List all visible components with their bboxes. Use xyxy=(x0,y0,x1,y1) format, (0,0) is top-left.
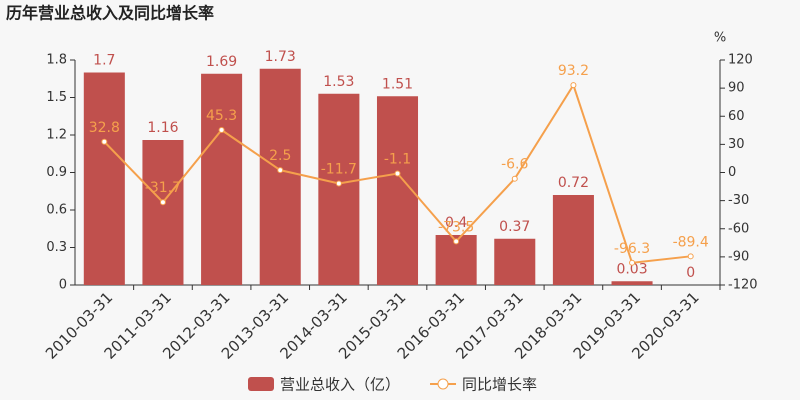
bar-value-label: 0.4 xyxy=(445,215,467,231)
line-value-label: -96.3 xyxy=(614,241,650,257)
y2-axis-label: % xyxy=(714,31,726,46)
bar-value-label: 1.73 xyxy=(265,49,296,65)
y2-tick-label: 90 xyxy=(728,81,745,96)
bar-value-label: 0.72 xyxy=(558,175,589,191)
line-point xyxy=(218,127,225,134)
bar xyxy=(83,72,125,285)
line-point xyxy=(159,199,166,206)
line-point xyxy=(335,180,342,187)
y2-tick-label: 30 xyxy=(728,137,745,152)
bar xyxy=(259,68,301,285)
bar xyxy=(611,281,653,285)
line-value-label: -1.1 xyxy=(384,152,411,168)
y-tick-label: 1.8 xyxy=(46,53,67,68)
line-value-label: -31.7 xyxy=(145,180,181,196)
y-tick-label: 0.6 xyxy=(46,203,67,218)
bar-value-label: 1.53 xyxy=(323,74,354,90)
line-value-label: -6.6 xyxy=(501,157,528,173)
bar-value-label: 1.51 xyxy=(382,76,413,92)
y-tick-label: 1.2 xyxy=(46,128,67,143)
line-point xyxy=(687,253,694,260)
y2-tick-label: 120 xyxy=(728,53,753,68)
line-value-label: 93.2 xyxy=(558,63,589,79)
bar xyxy=(318,93,360,285)
bar-value-label: 1.7 xyxy=(93,53,115,69)
bar-value-label: 1.16 xyxy=(147,120,178,136)
line-point xyxy=(629,259,636,266)
y2-tick-label: 0 xyxy=(728,165,736,180)
line-value-label: -89.4 xyxy=(673,234,709,250)
bar xyxy=(494,238,536,285)
bar-value-label: 0 xyxy=(686,265,695,281)
line-value-label: -73.5 xyxy=(438,219,474,235)
bar xyxy=(142,140,184,285)
line-point xyxy=(453,238,460,245)
y-tick-label: 1.5 xyxy=(46,90,67,105)
bar-value-label: 1.69 xyxy=(206,54,237,70)
legend-swatch-point xyxy=(437,378,449,390)
bar-value-label: 0.03 xyxy=(616,261,647,277)
bar xyxy=(201,73,243,285)
y2-tick-label: -30 xyxy=(728,193,749,208)
y-tick-label: 0.3 xyxy=(46,240,67,255)
line-point xyxy=(101,138,108,145)
y-tick-label: 0.9 xyxy=(46,165,67,180)
legend-label: 营业总收入（亿） xyxy=(280,376,400,394)
line-value-label: -11.7 xyxy=(321,161,357,177)
bar-value-label: 0.37 xyxy=(499,219,530,235)
line-value-label: 45.3 xyxy=(206,108,237,124)
line-point xyxy=(511,175,518,182)
line-value-label: 32.8 xyxy=(89,120,120,136)
y2-tick-label: -60 xyxy=(728,221,749,236)
legend-label: 同比增长率 xyxy=(462,376,537,394)
line-point xyxy=(277,167,284,174)
y2-tick-label: 60 xyxy=(728,109,745,124)
line-value-label: 2.5 xyxy=(269,148,291,164)
bar xyxy=(552,195,594,285)
line-point xyxy=(570,82,577,89)
line-point xyxy=(394,170,401,177)
legend-swatch xyxy=(248,377,274,391)
y2-tick-label: -90 xyxy=(728,249,749,264)
chart-title: 历年营业总收入及同比增长率 xyxy=(6,4,214,23)
y2-tick-label: -120 xyxy=(728,278,758,293)
y-tick-label: 0 xyxy=(59,278,67,293)
